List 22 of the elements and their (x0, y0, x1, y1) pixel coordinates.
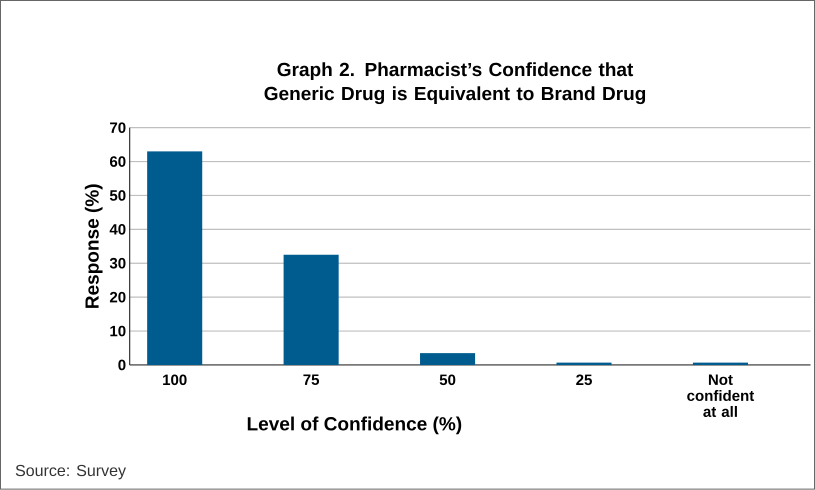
y-tick-label: 30 (110, 258, 126, 269)
x-tick-label: 25 (576, 374, 592, 386)
bar (284, 254, 339, 366)
x-tick-label: 50 (440, 374, 456, 386)
y-tick-label: 50 (110, 190, 126, 201)
bar (556, 362, 612, 366)
y-tick-label: 40 (110, 224, 126, 235)
y-tick-label: 10 (110, 326, 126, 337)
y-tick-label: 0 (118, 360, 126, 370)
y-tick-label: 70 (110, 122, 126, 134)
x-tick-label: 75 (303, 374, 320, 386)
x-tick-label: Not confident at all (687, 374, 754, 418)
bar (147, 152, 202, 366)
bar (420, 353, 476, 366)
y-tick-label: 60 (110, 156, 126, 168)
bar (692, 362, 748, 366)
x-axis-title: Level of Confidence (%) (248, 416, 462, 434)
chart-title: Graph 2. Pharmacist’s Confidence that Generic Drug is Equivalent to Brand Drug (264, 62, 646, 104)
y-axis-title: Response (%) (84, 184, 103, 308)
x-tick-label: 100 (163, 374, 187, 386)
source-note: Source: Survey (16, 465, 126, 480)
y-tick-label: 20 (110, 292, 126, 303)
